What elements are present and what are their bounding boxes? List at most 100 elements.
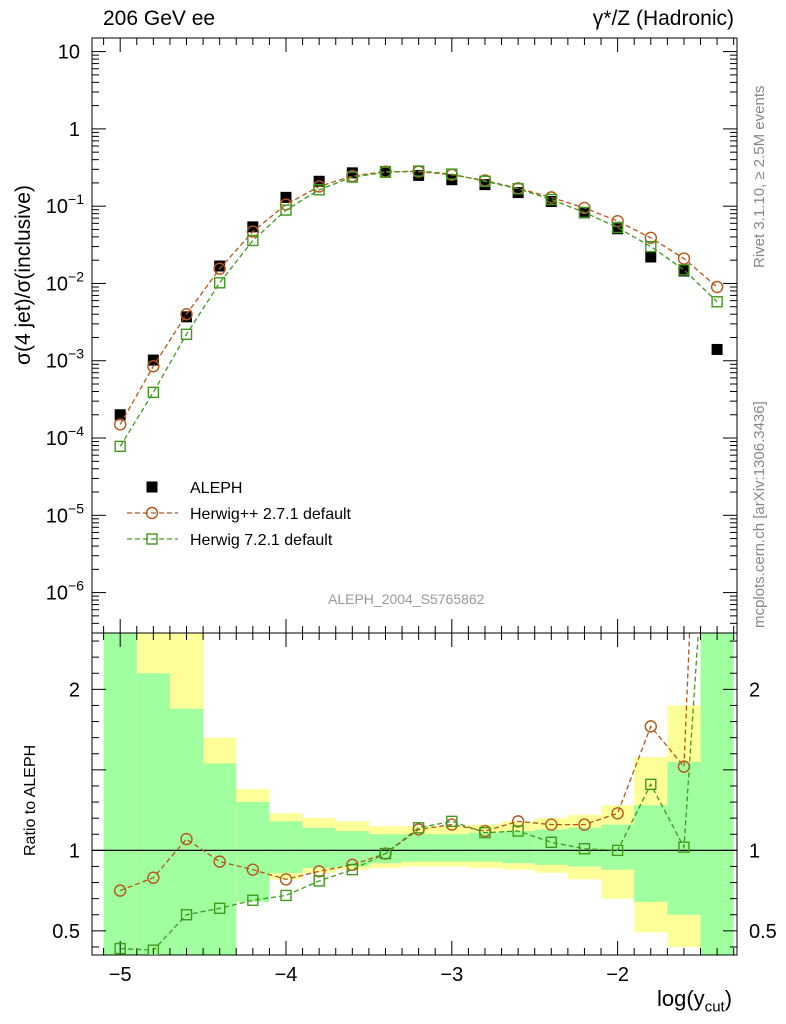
mc-point <box>611 214 624 228</box>
mc-point <box>147 359 160 373</box>
legend-marker <box>146 533 158 545</box>
mc-point <box>479 826 491 839</box>
y-tick-label: 10−4 <box>46 423 84 450</box>
ratio-y-tick-label: 0.5 <box>52 921 80 943</box>
source-reference-label: mcplots.cern.ch [arXiv:1306.3436] <box>751 401 768 628</box>
mc-point <box>578 843 591 855</box>
ratio-y-tick-label-right: 0.5 <box>749 921 777 943</box>
mc-point <box>114 440 126 453</box>
mc-point <box>247 234 259 247</box>
mc-point <box>611 221 624 234</box>
band-inner-bin <box>601 824 635 870</box>
ratio-y-tick-label: 1 <box>69 840 80 862</box>
data-point <box>114 409 126 421</box>
mc-point <box>446 815 458 828</box>
band-inner-bin <box>136 673 170 955</box>
data-point <box>612 223 624 235</box>
band-inner-bin <box>634 805 668 902</box>
data-point <box>181 311 193 323</box>
band-inner-bin <box>203 763 237 955</box>
mc-point <box>247 894 259 906</box>
xlabel-close: ) <box>724 986 733 1011</box>
x-tick-label: −2 <box>606 964 629 986</box>
mc-point <box>313 184 325 196</box>
band-inner-bin <box>269 821 303 873</box>
xlabel-subscript: cut <box>704 998 725 1016</box>
mc-point <box>710 280 724 294</box>
band-inner-bin <box>169 708 204 955</box>
mc-point <box>280 889 292 902</box>
mc-point <box>180 308 193 321</box>
data-point <box>247 221 259 233</box>
mc-point <box>645 240 657 253</box>
mc-point <box>611 807 624 820</box>
band-inner-bin <box>435 834 469 862</box>
mc-point <box>446 168 458 180</box>
header-right-label: γ*/Z (Hadronic) <box>592 7 734 30</box>
y-tick-label: 1 <box>69 119 80 141</box>
data-point <box>379 166 391 178</box>
ratio-series-line <box>119 633 691 892</box>
mc-point <box>545 836 557 848</box>
y-tick-label: 10−1 <box>46 191 84 218</box>
mc-point <box>147 386 160 399</box>
data-point <box>346 167 358 179</box>
mc-point <box>113 418 127 431</box>
mc-point <box>512 183 524 195</box>
ratio-y-tick-label: 2 <box>69 679 80 701</box>
data-point <box>645 251 657 263</box>
band-inner-bin <box>402 834 436 862</box>
mc-point <box>379 847 392 860</box>
mc-point <box>279 873 293 886</box>
mc-point <box>678 841 690 853</box>
mc-point <box>114 942 126 955</box>
mc-point <box>479 175 491 187</box>
mc-point <box>147 871 160 884</box>
y-tick-label: 10−2 <box>46 268 84 295</box>
band-inner-bin <box>302 827 336 869</box>
ratio-uncertainty-bands <box>103 633 734 955</box>
data-point <box>711 343 723 355</box>
y-tick-label: 10−3 <box>46 346 84 373</box>
legend-label: ALEPH <box>190 480 242 497</box>
legend-marker <box>145 506 159 520</box>
mc-point <box>545 193 557 206</box>
data-point <box>545 195 557 207</box>
mc-point <box>180 909 193 921</box>
header-left-label: 206 GeV ee <box>103 7 216 30</box>
mc-point <box>412 165 425 177</box>
mc-point <box>644 720 657 733</box>
mc-point <box>213 855 226 868</box>
band-inner-bin <box>700 633 734 955</box>
x-tick-label: −5 <box>109 964 132 986</box>
legend-label: Herwig 7.2.1 default <box>190 532 333 549</box>
ratio-axes: −5 −4 −3 −2 0.5 0.5 1 1 2 2 <box>52 38 777 986</box>
mc-point <box>312 865 326 878</box>
legend: ALEPH Herwig++ 2.7.1 default Herwig 7.2.1 … <box>127 480 352 549</box>
mc-point <box>677 252 691 265</box>
mc-point <box>578 818 591 831</box>
band-inner-bin <box>236 802 270 902</box>
mc-point <box>213 277 226 289</box>
mc-point <box>644 231 657 244</box>
data-point <box>512 187 524 199</box>
mc-point <box>346 863 359 876</box>
mc-point <box>246 225 260 238</box>
data-point <box>280 191 292 203</box>
mc-point <box>545 818 558 831</box>
y-tick-label: 10−6 <box>46 578 84 605</box>
y-tick-label: 10 <box>58 42 80 64</box>
legend-label: Herwig++ 2.7.1 default <box>190 506 352 523</box>
mc-point <box>645 778 657 791</box>
mc-point <box>213 902 226 915</box>
mc-point <box>711 296 723 308</box>
mc-point <box>180 832 193 846</box>
main-data-marks <box>113 165 724 453</box>
mc-point <box>379 166 392 178</box>
mc-point <box>113 884 127 897</box>
mc-point <box>213 262 226 275</box>
analysis-tag: ALEPH_2004_S5765862 <box>328 591 485 607</box>
mc-point <box>246 863 260 876</box>
ratio-xlabel: log(ycut) <box>657 986 732 1015</box>
